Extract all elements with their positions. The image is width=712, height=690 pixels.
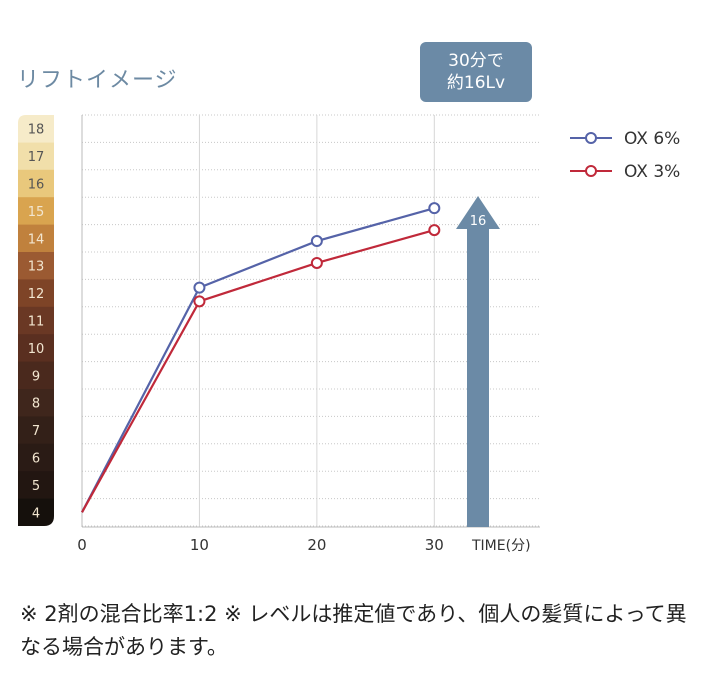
level-band (18, 169, 54, 198)
data-point (193, 295, 206, 308)
callout-line-2: 約16Lv (446, 73, 506, 93)
x-tick-label: 30 (425, 536, 444, 554)
level-band (18, 306, 54, 335)
level-tick-label: 8 (32, 397, 40, 412)
x-axis-label: TIME(分) (471, 538, 531, 554)
level-band (18, 252, 54, 280)
level-tick-label: 9 (32, 369, 40, 384)
level-tick-label: 15 (28, 205, 45, 220)
legend-marker (585, 165, 597, 177)
level-tick-label: 12 (28, 287, 45, 302)
data-point (310, 256, 323, 269)
data-point (310, 235, 323, 248)
level-band (18, 279, 54, 308)
legend-marker (585, 132, 597, 144)
lift-arrow (456, 196, 500, 527)
level-band (18, 361, 54, 390)
level-band (18, 443, 54, 472)
x-tick-label: 20 (307, 536, 326, 554)
series-line (81, 207, 435, 513)
level-tick-label: 17 (28, 150, 45, 165)
level-band (18, 416, 54, 445)
level-tick-label: 14 (28, 232, 45, 247)
level-tick-label: 5 (32, 479, 40, 494)
level-band (18, 471, 54, 500)
x-tick-label: 0 (77, 536, 87, 554)
level-band (18, 115, 54, 143)
legend-label: OX 3% (624, 162, 680, 182)
chart-title: リフトイメージ (17, 68, 178, 93)
level-band (18, 197, 54, 226)
x-tick-label: 10 (190, 536, 209, 554)
level-band (18, 334, 54, 363)
arrow-label: 16 (470, 214, 487, 229)
level-tick-label: 13 (28, 260, 45, 275)
data-point (428, 224, 441, 237)
footnote: ※ 2剤の混合比率1:2 ※ レベルは推定値であり、個人の髪質によって異なる場合… (20, 602, 687, 659)
level-tick-label: 18 (28, 123, 45, 138)
callout-line-1: 30分で (448, 51, 504, 71)
level-tick-label: 4 (32, 506, 40, 521)
data-point (428, 202, 441, 215)
level-tick-label: 10 (28, 342, 45, 357)
level-band (18, 389, 54, 417)
data-point (193, 281, 206, 294)
level-tick-label: 6 (32, 452, 40, 467)
callout-badge: 30分で 約16Lv (420, 42, 532, 102)
level-tick-label: 11 (28, 315, 45, 330)
series-line (81, 229, 435, 513)
lift-chart: 18 17 16 15 14 13 12 11 10 9 8 7 6 5 4 0 10 20 30 TIME(分) 16… (18, 114, 680, 554)
level-band (18, 498, 54, 526)
level-band (18, 142, 54, 171)
level-band (18, 224, 54, 253)
legend-label: OX 6% (624, 129, 680, 149)
level-tick-label: 7 (32, 424, 40, 439)
level-tick-label: 16 (28, 178, 45, 193)
